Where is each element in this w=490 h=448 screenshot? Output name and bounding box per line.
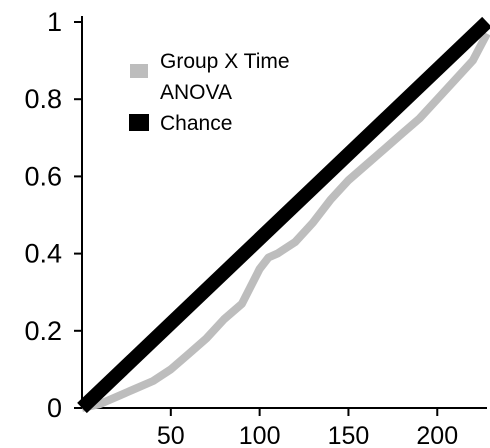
legend: Group X Time ANOVA Chance bbox=[129, 50, 290, 135]
x-tick-label: 150 bbox=[328, 422, 370, 448]
y-tick-label: 0.6 bbox=[24, 161, 62, 191]
y-tick-label: 1 bbox=[47, 7, 62, 37]
series-group bbox=[77, 16, 490, 414]
axes bbox=[81, 16, 487, 409]
x-tick-label: 50 bbox=[157, 422, 185, 448]
legend-label-anova-line2: ANOVA bbox=[160, 81, 232, 104]
y-tick-label: 0.2 bbox=[24, 316, 62, 346]
legend-swatch-anova bbox=[130, 64, 148, 78]
legend-swatch-chance bbox=[129, 114, 149, 131]
series-line-chance bbox=[77, 16, 490, 414]
y-tick-label: 0.4 bbox=[24, 239, 62, 269]
x-tick-label: 200 bbox=[416, 422, 458, 448]
legend-label-anova-line1: Group X Time bbox=[160, 50, 290, 73]
x-tick-label: 100 bbox=[239, 422, 281, 448]
series-line-anova bbox=[81, 31, 490, 412]
legend-label-chance: Chance bbox=[160, 112, 232, 135]
y-tick-label: 0.8 bbox=[24, 84, 62, 114]
y-tick-label: 0 bbox=[47, 393, 62, 423]
